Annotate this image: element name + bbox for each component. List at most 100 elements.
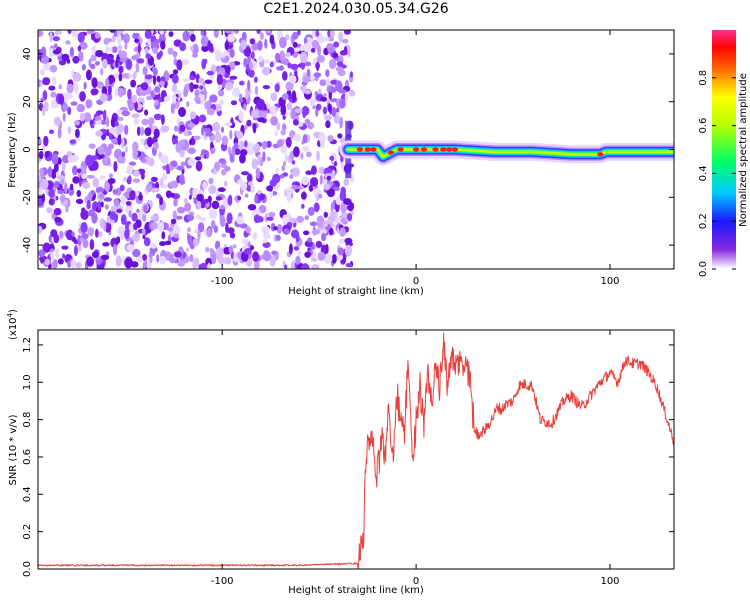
noise-blob: [293, 133, 302, 142]
noise-blob: [285, 52, 291, 58]
noise-blob: [225, 65, 231, 75]
noise-blob: [299, 51, 308, 64]
noise-blob: [291, 184, 299, 190]
noise-blob: [328, 58, 337, 70]
noise-blob: [264, 38, 268, 49]
noise-blob: [266, 103, 271, 110]
noise-blob: [284, 34, 290, 41]
noise-blob: [308, 185, 314, 192]
noise-blob: [285, 81, 294, 91]
noise-blob: [294, 71, 298, 76]
noise-blob: [291, 160, 296, 165]
noise-blob: [325, 243, 329, 255]
signal-peaks-layer: [356, 147, 604, 157]
noise-blob: [249, 61, 254, 71]
noise-blob: [140, 158, 147, 163]
noise-blob: [105, 78, 110, 89]
signal-peak: [397, 147, 404, 152]
noise-blob: [268, 211, 276, 218]
noise-blob: [44, 151, 50, 158]
x-tick-label: -100: [211, 576, 234, 587]
noise-blob: [51, 153, 59, 165]
noise-blob: [338, 98, 346, 109]
noise-blob: [250, 51, 255, 60]
noise-blob: [338, 31, 343, 43]
noise-blob: [172, 69, 179, 75]
noise-blob: [104, 147, 112, 157]
noise-blob: [309, 123, 315, 129]
noise-blob: [192, 52, 198, 58]
noise-blob: [150, 176, 158, 182]
noise-blob: [125, 201, 132, 206]
noise-blob: [194, 156, 202, 161]
noise-blob: [202, 181, 207, 190]
noise-blob: [48, 129, 55, 135]
noise-blob: [306, 151, 312, 158]
noise-blob: [95, 50, 104, 58]
noise-blob: [38, 150, 44, 160]
noise-blob: [142, 254, 148, 261]
noise-blob: [105, 92, 113, 102]
noise-blob: [132, 178, 141, 183]
noise-blob: [86, 256, 94, 267]
noise-blob: [213, 30, 219, 38]
noise-blob: [106, 116, 110, 128]
noise-blob: [79, 41, 88, 50]
noise-blob: [132, 141, 139, 153]
noise-blob: [153, 113, 162, 121]
noise-blob: [262, 239, 268, 244]
noise-blob: [196, 193, 205, 202]
noise-blob: [214, 49, 222, 62]
noise-blob: [141, 228, 146, 236]
noise-blob: [96, 81, 105, 89]
noise-blob: [162, 172, 168, 181]
y-tick-label: 0.6: [22, 449, 33, 465]
noise-blob: [311, 229, 321, 235]
noise-blob: [211, 200, 220, 210]
noise-blob: [229, 48, 235, 59]
snr-y-label: SNR (10 * v/v): [8, 414, 19, 485]
noise-blob: [227, 195, 233, 206]
noise-blob: [107, 178, 116, 184]
noise-blob: [136, 36, 143, 46]
signal-peak: [364, 147, 371, 152]
noise-blob: [266, 30, 271, 33]
noise-blob: [39, 82, 44, 87]
noise-blob: [296, 215, 304, 223]
noise-blob: [136, 256, 143, 263]
noise-blob: [178, 107, 186, 117]
noise-blob: [200, 90, 208, 95]
noise-blob: [57, 189, 64, 195]
noise-blob: [309, 177, 319, 187]
noise-blob: [121, 151, 126, 158]
noise-blob: [44, 242, 48, 254]
noise-blob: [131, 233, 140, 242]
noise-blob: [108, 133, 114, 140]
noise-blob: [172, 210, 177, 220]
noise-blob: [261, 66, 271, 76]
noise-blob: [54, 216, 62, 223]
noise-blob: [328, 227, 334, 236]
noise-blob: [91, 190, 95, 196]
noise-blob: [292, 31, 299, 40]
noise-blob: [132, 32, 138, 40]
noise-blob: [316, 55, 325, 63]
noise-blob: [294, 108, 303, 114]
noise-blob: [266, 156, 271, 162]
noise-blob: [335, 197, 341, 205]
noise-blob: [188, 194, 192, 200]
noise-blob: [311, 39, 320, 50]
noise-blob: [73, 245, 78, 257]
noise-blob: [77, 168, 82, 174]
noise-blob: [300, 191, 307, 200]
noise-blob: [318, 131, 325, 143]
noise-blob: [244, 140, 248, 148]
noise-blob: [301, 106, 310, 116]
noise-blob: [228, 245, 234, 254]
noise-blob: [134, 53, 141, 58]
snr-scale-close: ): [8, 309, 19, 313]
noise-blob: [273, 226, 278, 231]
noise-blob: [252, 123, 257, 134]
noise-blob: [291, 260, 296, 269]
noise-blob: [251, 158, 258, 170]
